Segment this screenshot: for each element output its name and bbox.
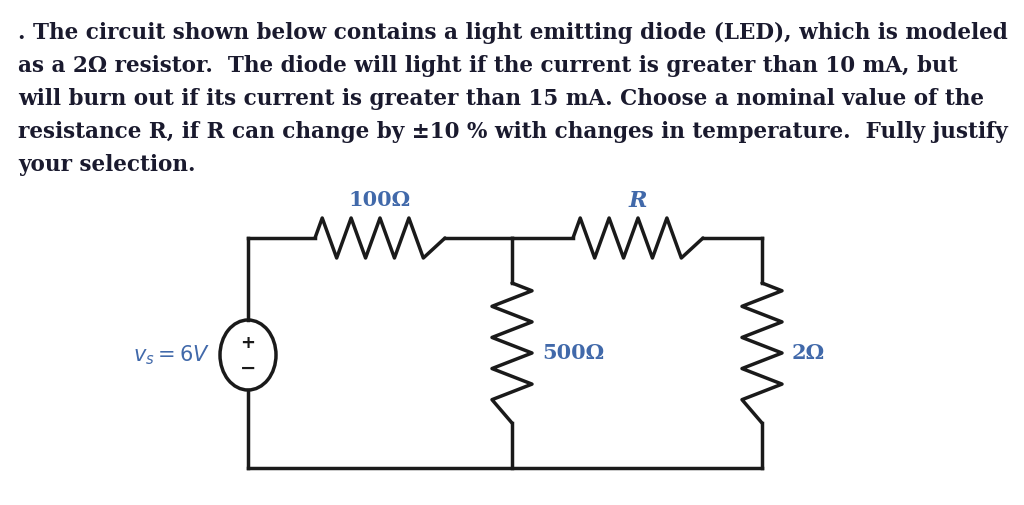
Text: as a 2Ω resistor.  The diode will light if the current is greater than 10 mA, bu: as a 2Ω resistor. The diode will light i…	[18, 55, 957, 77]
Text: 100Ω: 100Ω	[349, 190, 411, 210]
Text: −: −	[240, 359, 256, 378]
Text: 2Ω: 2Ω	[792, 343, 825, 363]
Text: +: +	[241, 334, 256, 352]
Text: resistance R, if R can change by ±10 % with changes in temperature.  Fully justi: resistance R, if R can change by ±10 % w…	[18, 121, 1008, 143]
Text: will burn out if its current is greater than 15 mA. Choose a nominal value of th: will burn out if its current is greater …	[18, 88, 984, 110]
Text: 500Ω: 500Ω	[542, 343, 604, 363]
Text: . The circuit shown below contains a light emitting diode (LED), which is modele: . The circuit shown below contains a lig…	[18, 22, 1008, 44]
Text: R: R	[629, 190, 647, 212]
Text: $v_s = 6V$: $v_s = 6V$	[133, 343, 210, 367]
Text: your selection.: your selection.	[18, 154, 196, 176]
